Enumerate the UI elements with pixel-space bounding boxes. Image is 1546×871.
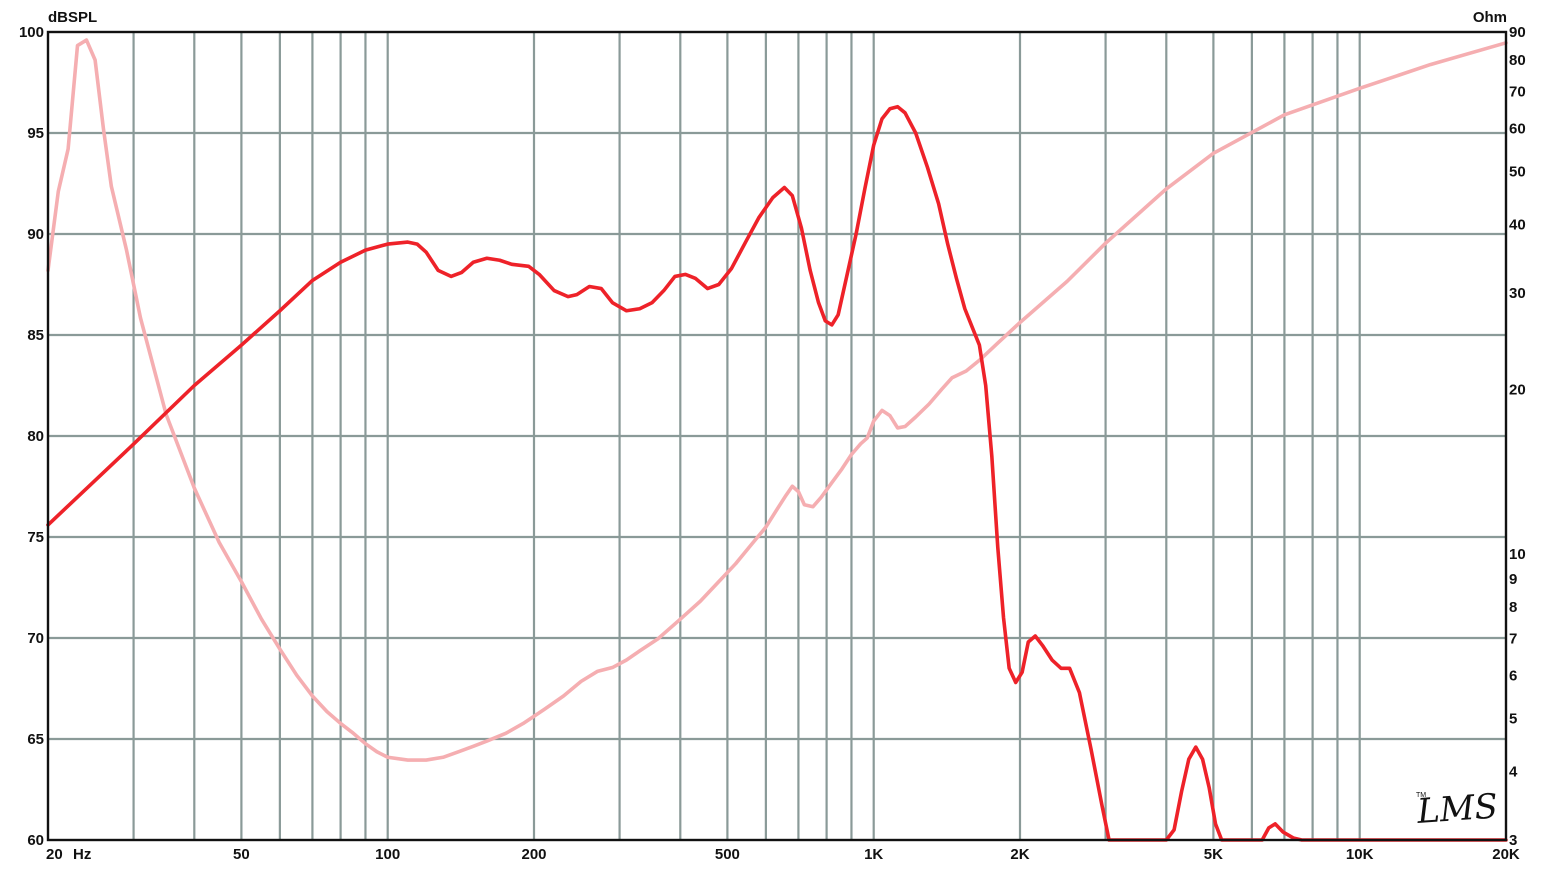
- y-right-tick-label: 10: [1509, 546, 1526, 563]
- right-axis-ticks: 90 80 70 60 50 40 30 20 10 9 8 7 6 5 4 3: [1509, 24, 1526, 849]
- y-right-tick-label: 50: [1509, 164, 1526, 181]
- plot-frame: [46, 30, 1508, 842]
- left-axis-ticks: 100 95 90 85 80 75 70 65 60: [19, 24, 44, 849]
- grid: [48, 32, 1506, 840]
- y-right-tick-label: 5: [1509, 711, 1517, 728]
- y-right-tick-label: 9: [1509, 571, 1517, 588]
- y-right-tick-label: 60: [1509, 120, 1526, 137]
- x-axis-ticks: 20 50 100 200 500 1K 2K 5K 10K 20K: [46, 846, 1520, 863]
- y-right-tick-label: 40: [1509, 217, 1526, 234]
- right-axis-label: Ohm: [1473, 9, 1507, 26]
- x-tick-label: 20: [46, 846, 63, 863]
- y-right-tick-label: 90: [1509, 24, 1526, 41]
- y-left-tick-label: 65: [27, 731, 44, 748]
- y-right-tick-label: 8: [1509, 599, 1517, 616]
- y-left-tick-label: 90: [27, 226, 44, 243]
- curves: [46, 38, 1508, 842]
- logo-text: LMS: [1415, 786, 1499, 832]
- x-tick-label: 1K: [864, 846, 883, 863]
- x-tick-label: 50: [233, 846, 250, 863]
- y-right-tick-label: 30: [1509, 285, 1526, 302]
- y-right-tick-label: 3: [1509, 832, 1517, 849]
- x-tick-label: 200: [521, 846, 546, 863]
- x-tick-label: 100: [375, 846, 400, 863]
- x-tick-label: 2K: [1010, 846, 1029, 863]
- x-tick-label: 500: [715, 846, 740, 863]
- left-axis-label: dBSPL: [48, 9, 97, 26]
- y-right-tick-label: 6: [1509, 667, 1517, 684]
- impedance-curve: [46, 38, 1508, 762]
- y-left-tick-label: 60: [27, 832, 44, 849]
- spl-curve: [46, 104, 1508, 842]
- y-right-tick-label: 20: [1509, 381, 1526, 398]
- y-right-tick-label: 80: [1509, 52, 1526, 69]
- y-right-tick-label: 70: [1509, 84, 1526, 101]
- y-left-tick-label: 75: [27, 529, 44, 546]
- y-left-tick-label: 100: [19, 24, 44, 41]
- x-tick-label: 10K: [1346, 846, 1374, 863]
- x-tick-label: 20K: [1492, 846, 1520, 863]
- y-left-tick-label: 80: [27, 428, 44, 445]
- x-tick-label: 5K: [1204, 846, 1223, 863]
- logo-trademark: TM: [1416, 792, 1426, 799]
- y-left-tick-label: 85: [27, 327, 44, 344]
- y-right-tick-label: 7: [1509, 631, 1517, 648]
- x-axis-unit-label: Hz: [73, 846, 91, 863]
- lms-logo: LMS TM: [1415, 786, 1499, 832]
- y-left-tick-label: 70: [27, 630, 44, 647]
- y-right-tick-label: 4: [1509, 764, 1518, 781]
- y-left-tick-label: 95: [27, 125, 44, 142]
